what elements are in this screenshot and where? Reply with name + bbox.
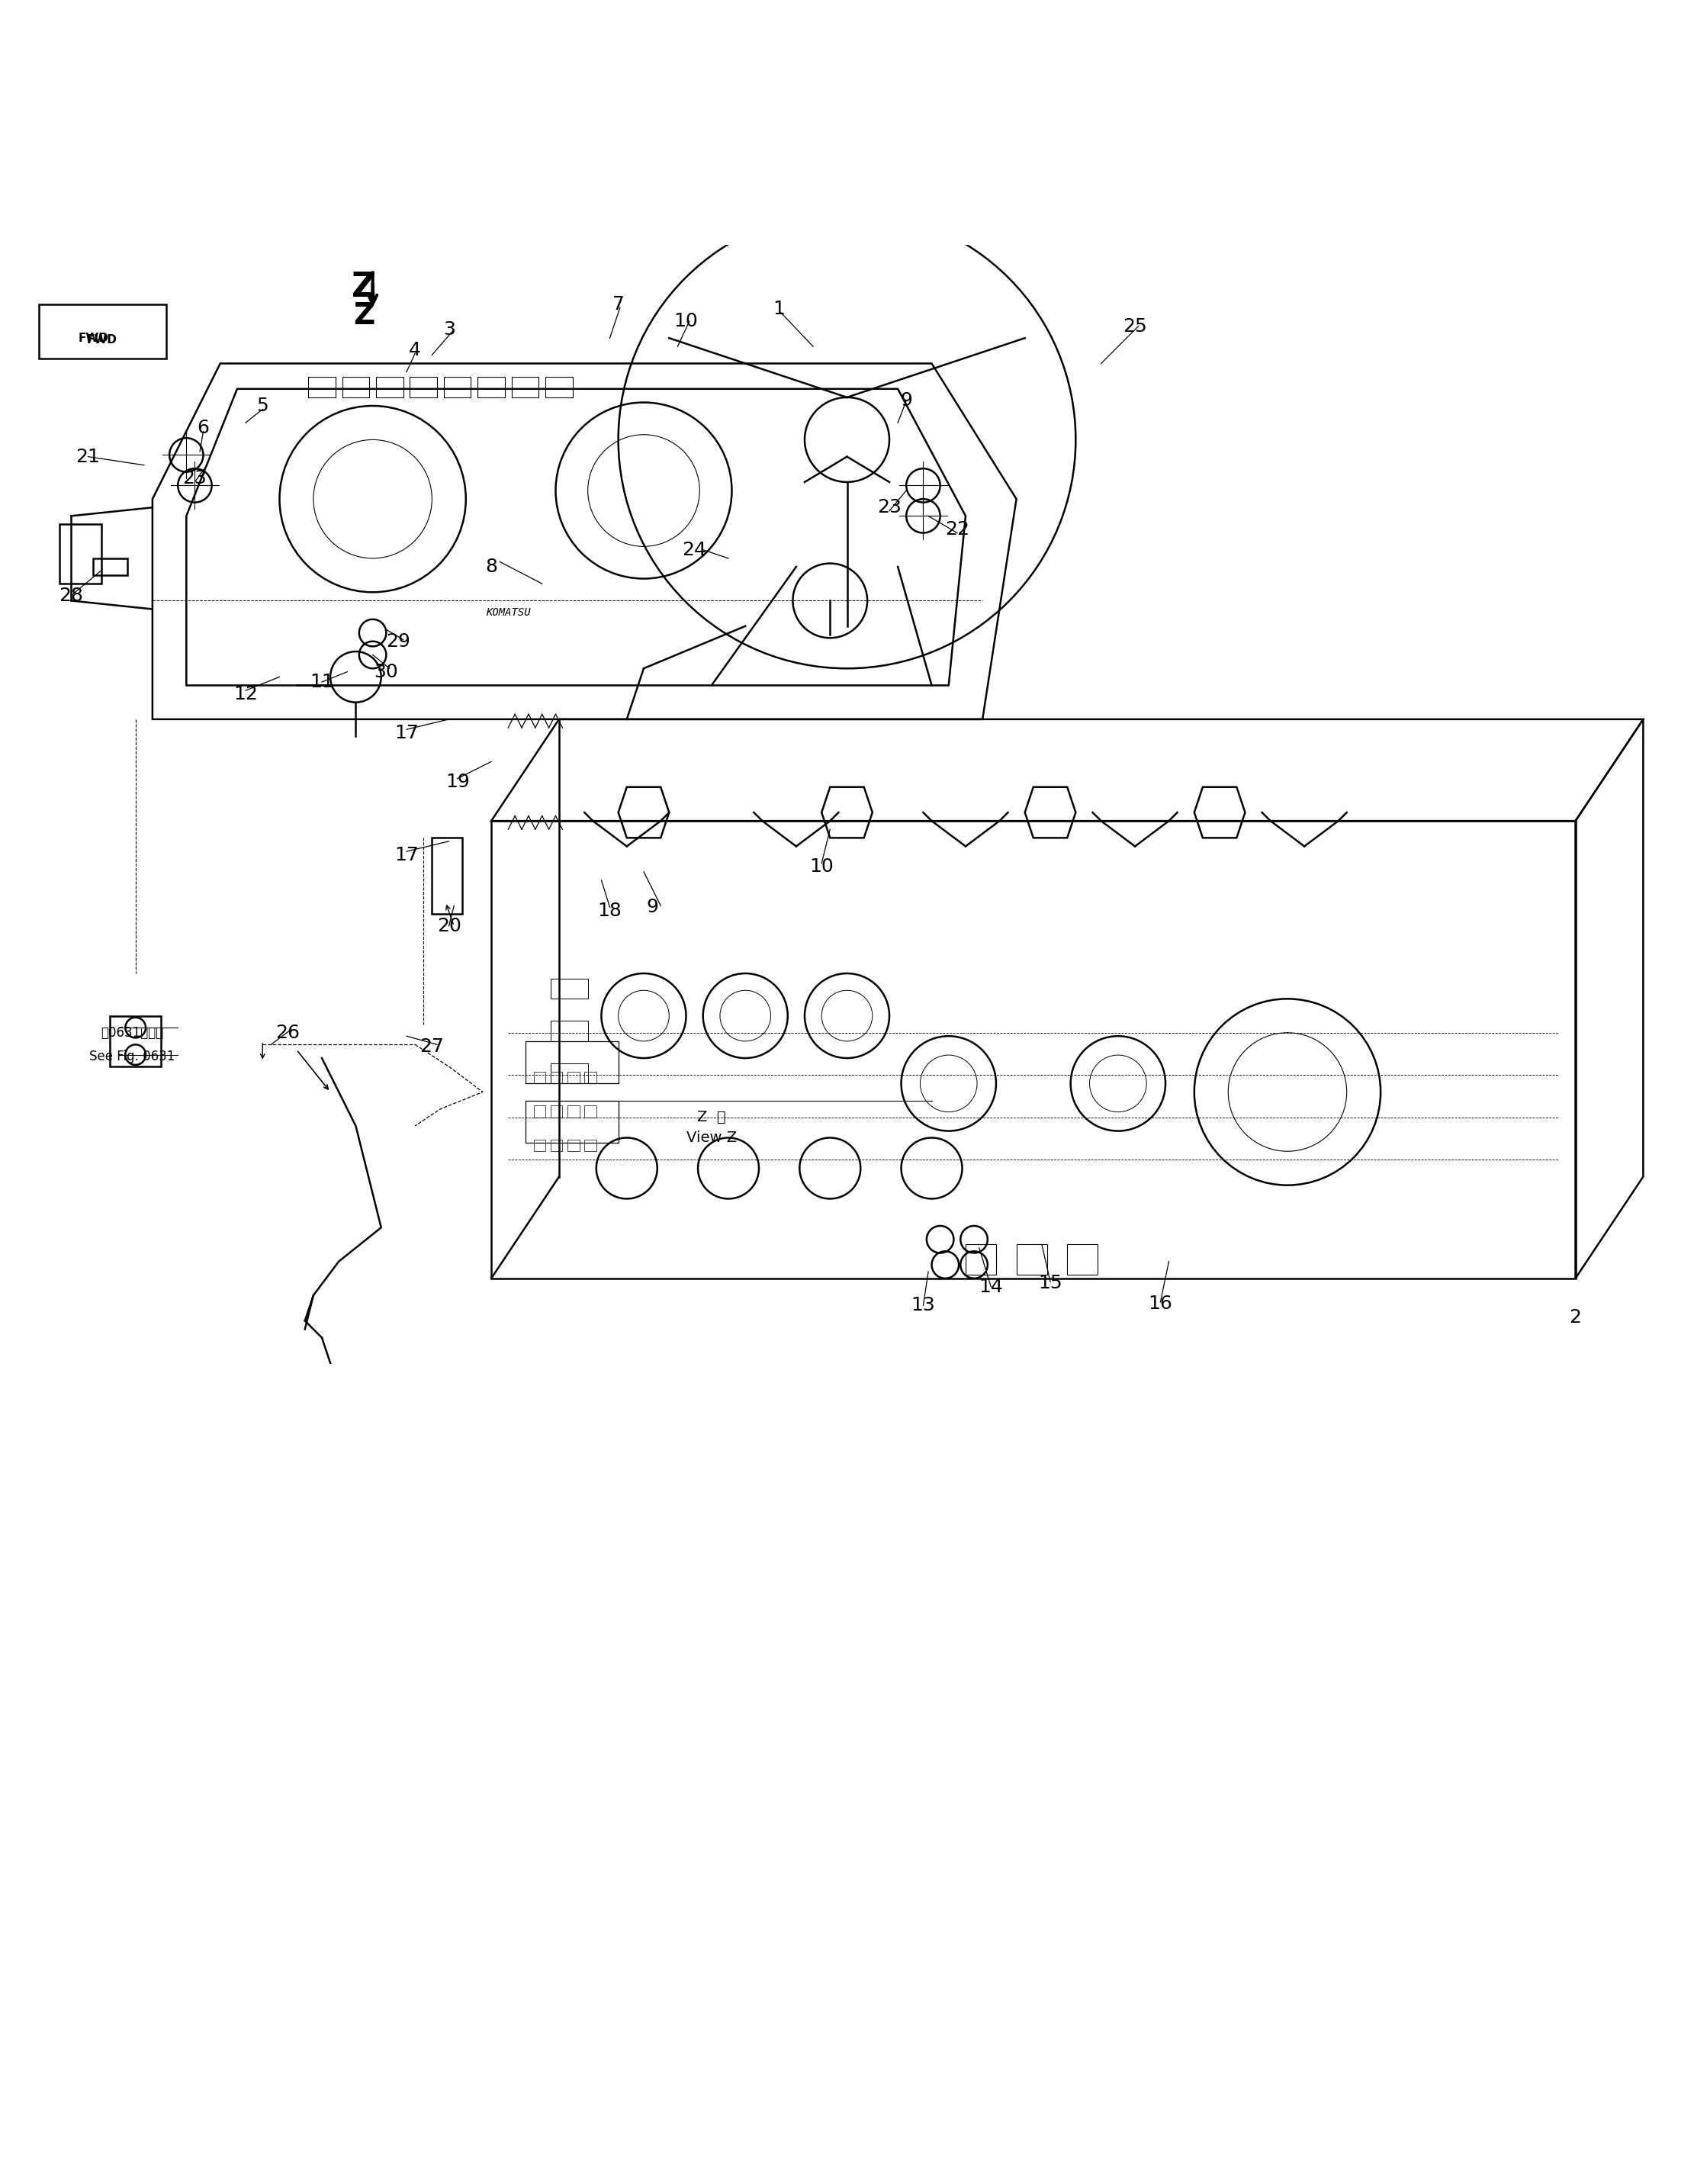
Text: Z: Z (354, 301, 374, 330)
Text: 26: 26 (276, 1024, 300, 1042)
Bar (1016, 1245, 1047, 1275)
Bar (59, 524, 102, 583)
Bar (376, 378, 403, 397)
Text: 3: 3 (442, 321, 456, 339)
Text: 6: 6 (197, 419, 210, 437)
Text: FWD: FWD (78, 332, 108, 343)
Text: FWD: FWD (86, 334, 117, 345)
Bar (512, 378, 539, 397)
Text: Z: Z (352, 271, 376, 304)
Bar (551, 978, 588, 998)
Text: 18: 18 (598, 902, 622, 919)
Bar (410, 378, 437, 397)
Text: Z  視: Z 視 (698, 1109, 725, 1125)
Bar (966, 1245, 996, 1275)
Bar (534, 1105, 545, 1118)
Text: 11: 11 (310, 673, 334, 690)
Bar (567, 1105, 579, 1118)
Bar (308, 378, 335, 397)
Text: 12: 12 (234, 686, 257, 703)
Bar (567, 1072, 579, 1083)
Text: See Fig. 0631: See Fig. 0631 (90, 1051, 174, 1064)
Text: 21: 21 (76, 448, 100, 465)
Text: 28: 28 (59, 587, 83, 605)
Bar (584, 1140, 596, 1151)
Text: 13: 13 (911, 1297, 935, 1315)
Bar (551, 1072, 562, 1083)
Bar (525, 1101, 618, 1142)
Text: 5: 5 (256, 397, 269, 415)
Bar (551, 1140, 562, 1151)
Bar (342, 378, 369, 397)
Bar (534, 1072, 545, 1083)
Bar (567, 1140, 579, 1151)
Text: 4: 4 (408, 341, 422, 358)
Text: 15: 15 (1038, 1273, 1062, 1293)
Text: 8: 8 (484, 557, 498, 577)
Text: 19: 19 (446, 773, 469, 791)
Bar (551, 1105, 562, 1118)
Bar (551, 1064, 588, 1083)
Text: 29: 29 (386, 631, 410, 651)
Text: 7: 7 (612, 295, 625, 312)
Bar (478, 378, 505, 397)
Text: 10: 10 (674, 312, 698, 330)
Bar (584, 1105, 596, 1118)
Text: 14: 14 (979, 1278, 1003, 1295)
Text: 10: 10 (810, 858, 833, 876)
Bar (584, 1072, 596, 1083)
Bar (534, 1140, 545, 1151)
Text: 9: 9 (645, 898, 659, 917)
Bar (545, 378, 573, 397)
Text: 2: 2 (1569, 1308, 1582, 1326)
Text: 24: 24 (683, 542, 706, 559)
Bar (432, 839, 462, 915)
Text: 27: 27 (420, 1037, 444, 1055)
Text: View Z: View Z (686, 1131, 737, 1144)
Bar (1067, 1245, 1098, 1275)
Bar (525, 1042, 618, 1083)
Text: 30: 30 (374, 662, 398, 681)
Text: 23: 23 (877, 498, 901, 518)
Text: 20: 20 (437, 917, 461, 935)
Text: 23: 23 (183, 470, 207, 487)
Bar (551, 1020, 588, 1042)
Text: 9: 9 (900, 391, 913, 411)
Text: 25: 25 (1123, 317, 1147, 336)
Text: 17: 17 (395, 723, 418, 743)
Text: KOMATSU: KOMATSU (486, 607, 530, 618)
Bar (444, 378, 471, 397)
Text: 22: 22 (945, 520, 969, 539)
Text: 第0631図参照: 第0631図参照 (100, 1026, 164, 1040)
Text: 16: 16 (1149, 1295, 1172, 1313)
Text: 17: 17 (395, 845, 418, 865)
Text: 1: 1 (772, 299, 786, 319)
